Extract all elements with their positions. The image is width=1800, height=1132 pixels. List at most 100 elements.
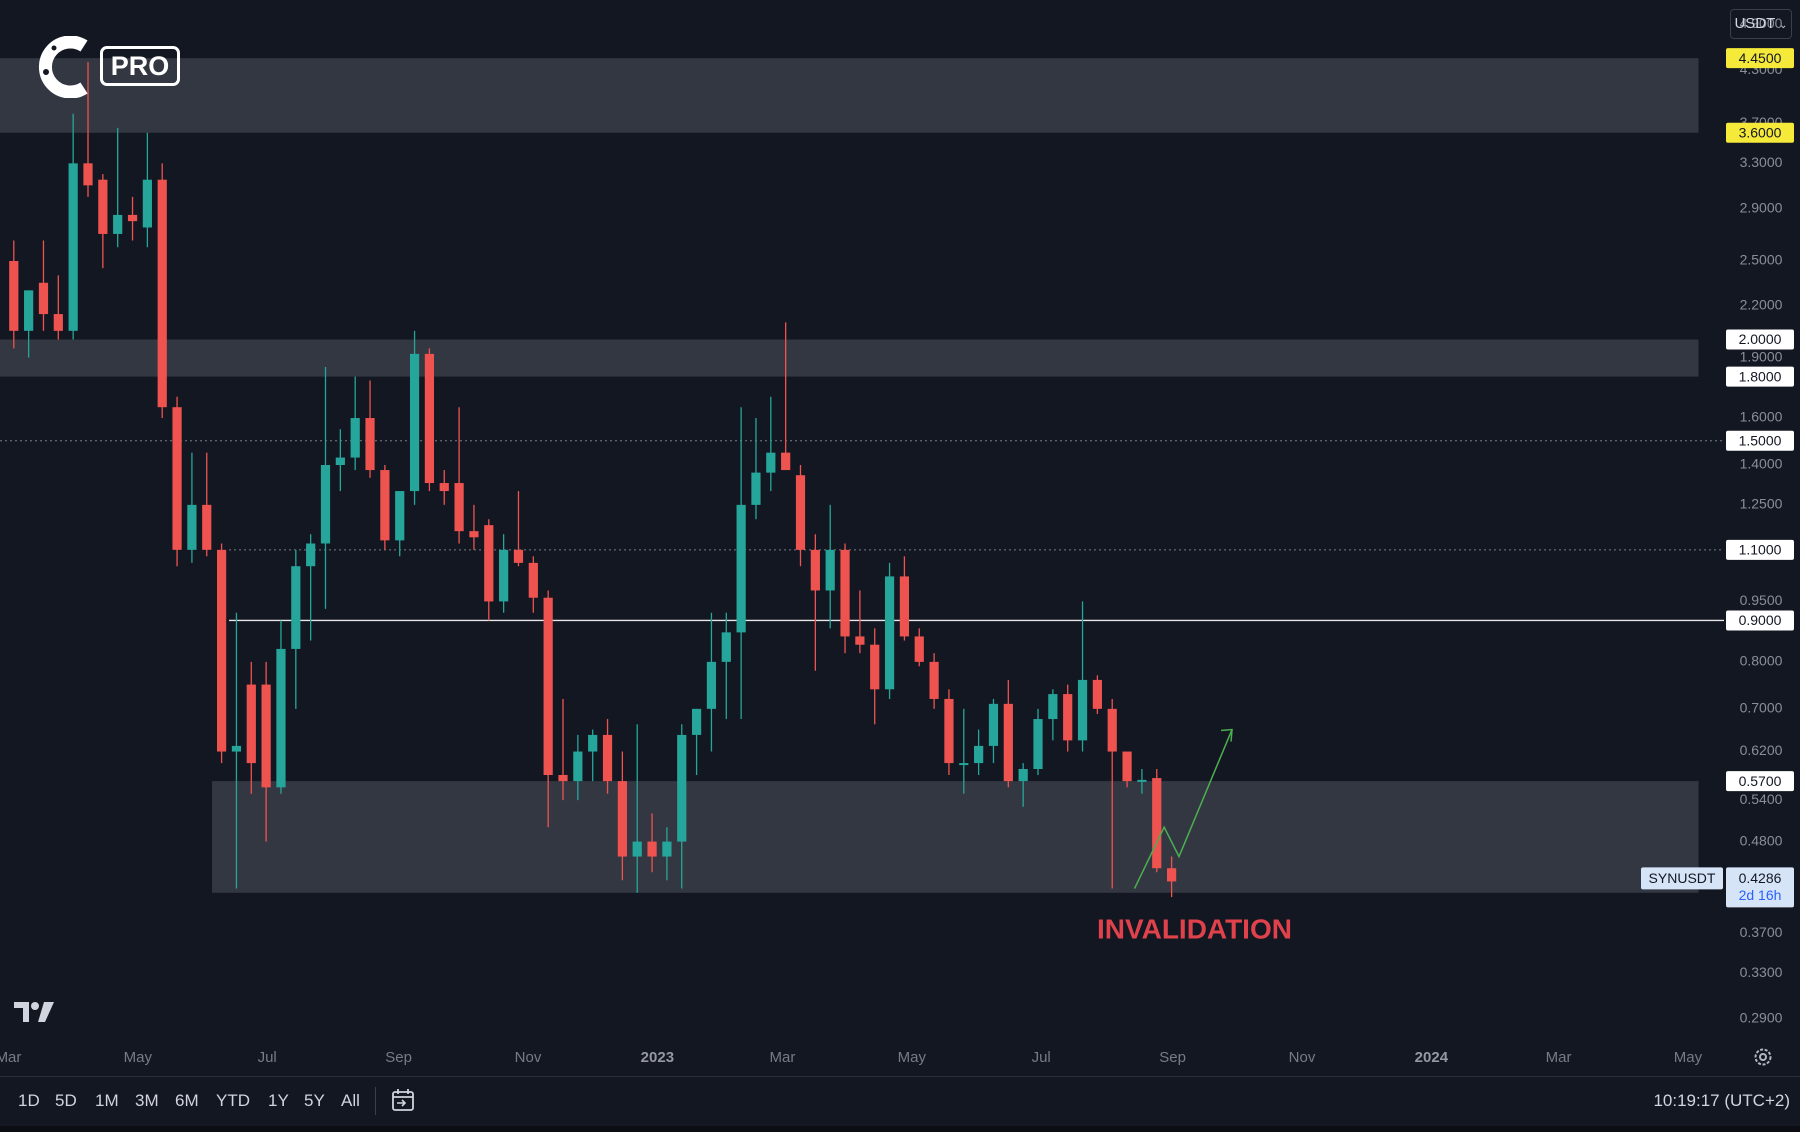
candle-body-70 — [1048, 694, 1058, 720]
range-button-all[interactable]: All — [341, 1091, 360, 1110]
candle-body-25 — [380, 470, 390, 541]
candle-body-58 — [870, 644, 880, 690]
price-label-7: 0.5700 — [1739, 773, 1782, 789]
candle-body-48 — [721, 632, 731, 662]
symbol-label: SYNUSDT — [1649, 870, 1716, 886]
y-tick-label-14: 0.6200 — [1740, 742, 1783, 758]
price-label-5: 1.1000 — [1739, 542, 1782, 558]
y-tick-label-9: 1.4000 — [1740, 456, 1783, 472]
candle-body-17 — [261, 684, 271, 788]
y-tick-label-15: 0.5400 — [1740, 791, 1783, 807]
price-label-bg-3 — [1726, 366, 1794, 387]
zone-box-2 — [212, 781, 1699, 893]
candle-body-72 — [1077, 679, 1088, 741]
candle-body-10 — [157, 179, 167, 408]
price-label-bg-1 — [1726, 122, 1794, 143]
range-button-6m[interactable]: 6M — [175, 1091, 199, 1110]
x-tick-label-4: Nov — [515, 1049, 542, 1066]
candle-body-75 — [1122, 751, 1132, 782]
candle-body-7 — [113, 214, 123, 234]
price-label-bg-7 — [1726, 771, 1794, 792]
toolbar-divider — [375, 1087, 376, 1115]
y-tick-label-19: 0.2900 — [1740, 1010, 1783, 1026]
candle-body-15 — [231, 745, 242, 752]
range-button-1y[interactable]: 1Y — [268, 1091, 289, 1110]
range-button-5y[interactable]: 5Y — [304, 1091, 325, 1110]
c-logo-icon — [38, 36, 88, 98]
bottom-edge — [0, 1126, 1800, 1132]
candle-body-1 — [24, 290, 34, 331]
range-button-5d[interactable]: 5D — [55, 1091, 77, 1110]
candle-body-35 — [528, 562, 538, 598]
candle-body-59 — [884, 576, 895, 690]
candle-body-27 — [409, 353, 420, 492]
last-price-label: 0.4286 — [1739, 870, 1782, 886]
candles-layer — [9, 62, 1177, 898]
price-label-bg-2 — [1726, 329, 1794, 350]
candle-body-24 — [365, 418, 375, 471]
candle-body-5 — [83, 163, 93, 186]
candle-body-36 — [543, 597, 553, 776]
y-tick-label-11: 0.9500 — [1740, 592, 1783, 608]
y-tick-label-0: 4.9000 — [1740, 15, 1783, 31]
candle-body-65 — [974, 745, 984, 764]
calendar-goto-icon[interactable] — [390, 1087, 416, 1113]
candle-body-66 — [988, 703, 999, 746]
gear-icon[interactable] — [1752, 1046, 1774, 1068]
candle-body-56 — [840, 549, 850, 637]
candle-body-63 — [944, 698, 954, 764]
candle-body-49 — [736, 504, 746, 633]
zone-box-1 — [0, 339, 1699, 377]
range-button-1m[interactable]: 1M — [95, 1091, 119, 1110]
candle-body-31 — [469, 531, 479, 538]
horizontal-lines-layer — [0, 440, 1724, 622]
annotation-layer: INVALIDATION — [1097, 914, 1292, 945]
candle-body-64 — [959, 763, 969, 766]
candle-body-41 — [617, 781, 627, 857]
range-button-1d[interactable]: 1D — [18, 1091, 40, 1110]
candle-body-22 — [335, 457, 345, 465]
y-tick-label-3: 3.3000 — [1740, 154, 1783, 170]
pro-badge: PRO — [100, 46, 180, 86]
projection-arrowhead — [1220, 728, 1233, 742]
candle-body-33 — [499, 549, 509, 602]
price-chart[interactable]: INVALIDATION 4.90004.30003.70003.30002.9… — [0, 0, 1800, 1076]
y-tick-label-12: 0.8000 — [1740, 653, 1783, 669]
candle-body-9 — [142, 179, 152, 228]
candle-body-52 — [781, 452, 791, 471]
x-tick-label-12: Mar — [1546, 1049, 1572, 1066]
candle-body-44 — [662, 841, 672, 857]
candle-body-19 — [291, 566, 301, 649]
candle-body-39 — [588, 734, 598, 752]
candle-body-12 — [187, 504, 197, 550]
clock-display[interactable]: 10:19:17 (UTC+2) — [1653, 1091, 1790, 1110]
x-tick-label-10: Nov — [1289, 1049, 1316, 1066]
candle-body-0 — [9, 261, 19, 331]
last-price-bg — [1726, 867, 1794, 908]
candle-body-42 — [632, 841, 642, 857]
y-tick-label-7: 1.9000 — [1740, 348, 1783, 364]
price-label-4: 1.5000 — [1739, 432, 1782, 448]
candle-body-32 — [484, 525, 494, 602]
candle-body-21 — [320, 464, 331, 544]
range-button-ytd[interactable]: YTD — [216, 1091, 250, 1110]
price-label-bg-0 — [1726, 48, 1794, 69]
candle-body-38 — [573, 751, 583, 782]
candle-body-20 — [306, 543, 316, 567]
range-button-3m[interactable]: 3M — [135, 1091, 159, 1110]
candle-body-55 — [825, 549, 835, 591]
candle-body-67 — [1003, 703, 1013, 782]
candle-body-61 — [914, 636, 924, 662]
x-tick-label-9: Sep — [1159, 1049, 1186, 1066]
candle-body-60 — [899, 576, 910, 637]
y-tick-label-5: 2.5000 — [1740, 252, 1783, 268]
x-tick-label-3: Sep — [385, 1049, 412, 1066]
price-label-6: 0.9000 — [1739, 612, 1782, 628]
candle-body-3 — [53, 314, 63, 331]
candle-body-37 — [558, 775, 568, 782]
currency-dropdown[interactable]: USDT ⌄ — [1730, 9, 1792, 39]
y-tick-label-18: 0.3300 — [1740, 964, 1783, 980]
symbol-label-bg — [1641, 867, 1723, 890]
y-tick-label-10: 1.2500 — [1740, 496, 1783, 512]
price-label-2: 2.0000 — [1739, 331, 1782, 347]
